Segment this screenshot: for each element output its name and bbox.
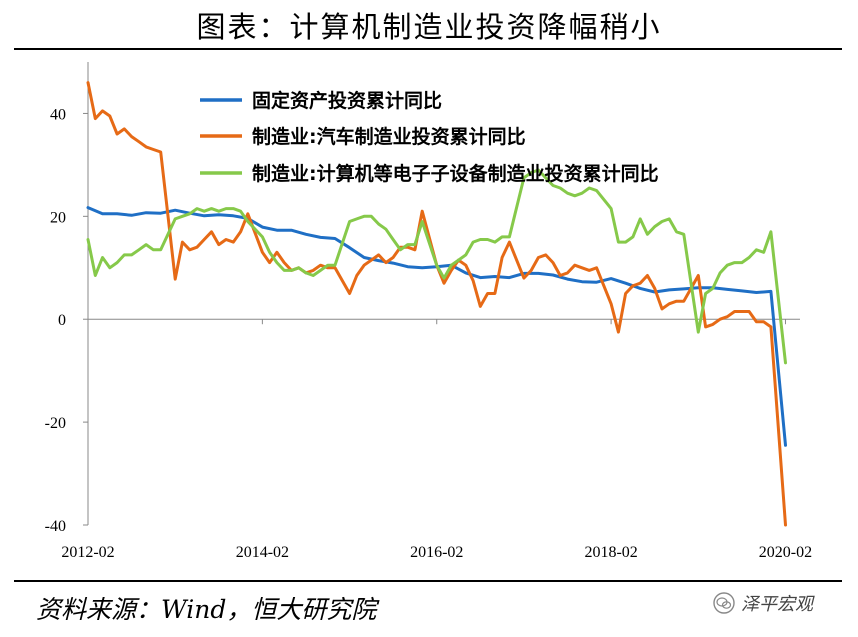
title-rule [14, 48, 842, 50]
series-line-3 [86, 168, 787, 365]
page-title: 图表：计算机制造业投资降幅稍小 [196, 10, 662, 44]
y-tick-label: 0 [58, 312, 66, 329]
x-tick-label: 2018-02 [584, 544, 637, 561]
y-tick-label: 40 [50, 106, 66, 123]
source-note: 资料来源：Wind，恒大研究院 [36, 595, 377, 624]
x-tick-label: 2016-02 [410, 544, 463, 561]
y-tick-label: -40 [45, 518, 66, 535]
y-tick-label: 20 [50, 209, 66, 226]
x-tick-label: 2012-02 [61, 544, 114, 561]
series-line-2 [86, 81, 787, 527]
source-rule [14, 580, 842, 582]
x-tick-label: 2020-02 [759, 544, 812, 561]
x-tick-label: 2014-02 [236, 544, 289, 561]
watermark-text: 泽平宏观 [741, 594, 813, 615]
y-tick-label: -20 [45, 415, 66, 432]
wechat-icon [713, 592, 735, 614]
legend-label-3: 制造业:计算机等电子子设备制造业投资累计同比 [252, 162, 659, 185]
series-line-1 [86, 206, 787, 447]
watermark: 泽平宏观 [713, 590, 813, 616]
legend-label-1: 固定资产投资累计同比 [252, 89, 442, 112]
legend-label-2: 制造业:汽车制造业投资累计同比 [252, 125, 526, 148]
